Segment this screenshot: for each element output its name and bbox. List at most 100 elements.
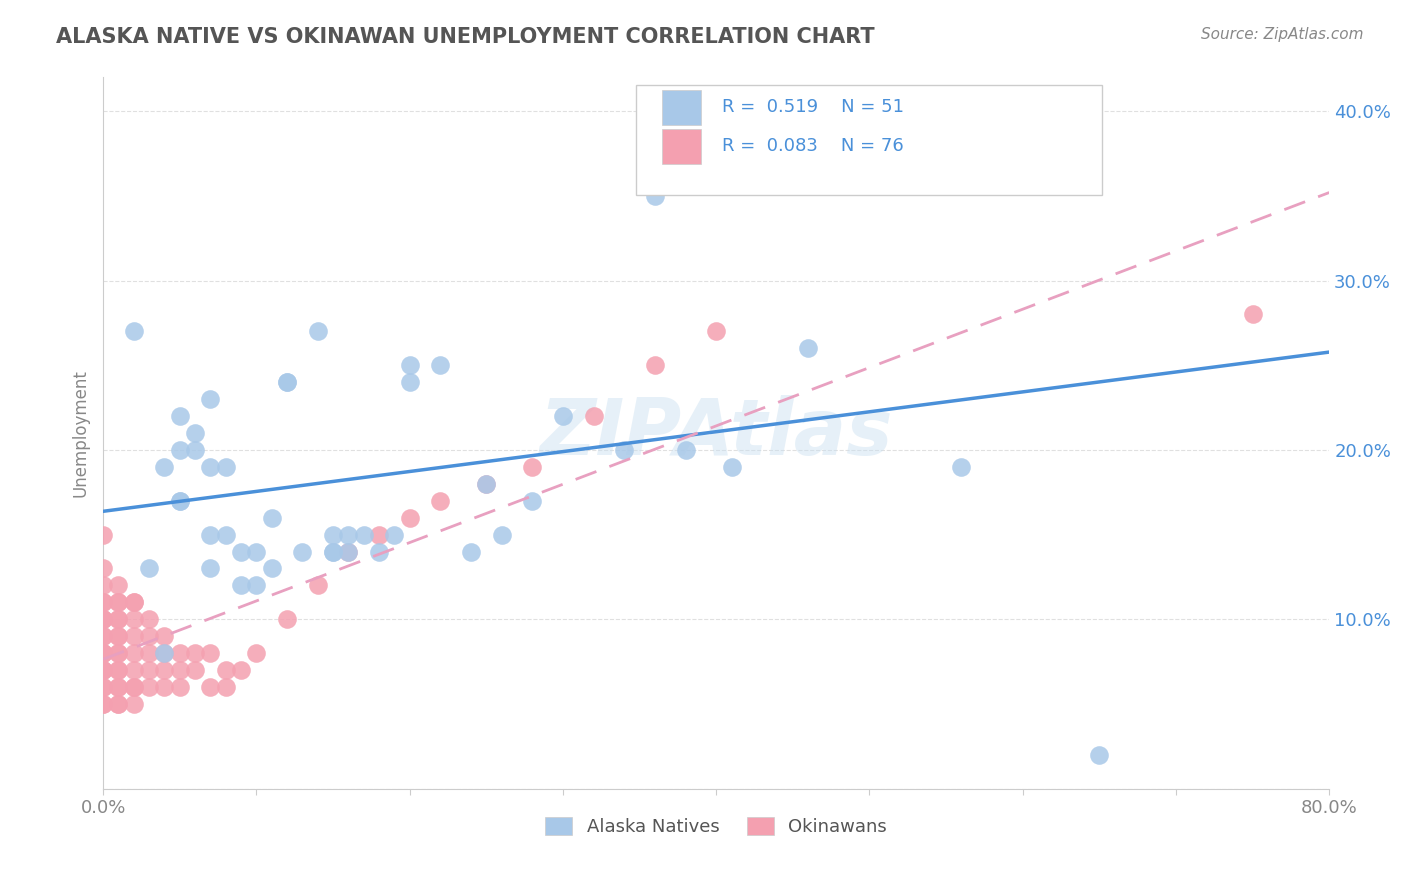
Point [91, 612, 114, 626]
Point [91, 680, 114, 694]
FancyBboxPatch shape [662, 90, 702, 125]
Point [138, 612, 160, 626]
Point [260, 510, 283, 524]
Legend: Alaska Natives, Okinawans: Alaska Natives, Okinawans [538, 810, 894, 844]
Point [200, 527, 222, 541]
Point [107, 646, 129, 660]
Point [107, 646, 129, 660]
Point [91, 646, 114, 660]
Point [858, 172, 880, 186]
Point [475, 476, 498, 491]
Point [91, 697, 114, 711]
Point [107, 595, 129, 609]
Point [122, 629, 145, 643]
Point [91, 578, 114, 592]
Point [122, 646, 145, 660]
Point [704, 325, 727, 339]
Point [169, 646, 191, 660]
Point [307, 578, 329, 592]
Point [382, 527, 405, 541]
Point [169, 663, 191, 677]
Point [122, 595, 145, 609]
Point [229, 663, 252, 677]
Point [215, 680, 238, 694]
Point [613, 442, 636, 457]
Point [200, 680, 222, 694]
Point [229, 544, 252, 558]
Point [169, 680, 191, 694]
Point [169, 493, 191, 508]
Point [153, 663, 176, 677]
Point [368, 544, 391, 558]
Point [122, 663, 145, 677]
Point [582, 409, 605, 423]
Point [245, 646, 267, 660]
Point [337, 527, 360, 541]
Point [122, 697, 145, 711]
Point [184, 646, 207, 660]
Point [169, 409, 191, 423]
Point [138, 680, 160, 694]
Point [398, 375, 420, 389]
Point [122, 612, 145, 626]
Point [460, 544, 482, 558]
Point [644, 358, 666, 372]
Point [644, 189, 666, 203]
Text: Source: ZipAtlas.com: Source: ZipAtlas.com [1201, 27, 1364, 42]
Y-axis label: Unemployment: Unemployment [72, 369, 89, 497]
Point [200, 561, 222, 575]
Point [107, 612, 129, 626]
Point [475, 476, 498, 491]
Point [200, 392, 222, 406]
Point [153, 459, 176, 474]
Point [91, 646, 114, 660]
Point [122, 325, 145, 339]
Point [260, 561, 283, 575]
Point [91, 646, 114, 660]
Point [107, 680, 129, 694]
Point [245, 578, 267, 592]
Point [322, 527, 344, 541]
FancyBboxPatch shape [637, 85, 1102, 194]
Point [322, 544, 344, 558]
Point [169, 493, 191, 508]
Point [107, 663, 129, 677]
Point [1088, 747, 1111, 762]
Point [229, 578, 252, 592]
Point [337, 544, 360, 558]
Point [122, 595, 145, 609]
Point [720, 459, 742, 474]
Point [122, 680, 145, 694]
Point [91, 595, 114, 609]
Point [91, 680, 114, 694]
Point [138, 663, 160, 677]
Point [429, 358, 451, 372]
Point [91, 663, 114, 677]
Point [91, 561, 114, 575]
Point [153, 629, 176, 643]
Point [91, 629, 114, 643]
Point [551, 409, 574, 423]
Point [107, 612, 129, 626]
Point [368, 527, 391, 541]
Point [138, 646, 160, 660]
Point [200, 646, 222, 660]
Point [138, 561, 160, 575]
Point [138, 629, 160, 643]
Point [276, 375, 298, 389]
Point [398, 358, 420, 372]
FancyBboxPatch shape [662, 129, 702, 164]
Point [322, 544, 344, 558]
Point [1241, 308, 1264, 322]
Point [153, 646, 176, 660]
Point [276, 612, 298, 626]
Point [107, 680, 129, 694]
Text: ZIPAtlas: ZIPAtlas [540, 395, 893, 471]
Point [200, 459, 222, 474]
Text: ALASKA NATIVE VS OKINAWAN UNEMPLOYMENT CORRELATION CHART: ALASKA NATIVE VS OKINAWAN UNEMPLOYMENT C… [56, 27, 875, 46]
Point [291, 544, 314, 558]
Point [91, 612, 114, 626]
Point [675, 442, 697, 457]
Point [91, 663, 114, 677]
Point [153, 680, 176, 694]
